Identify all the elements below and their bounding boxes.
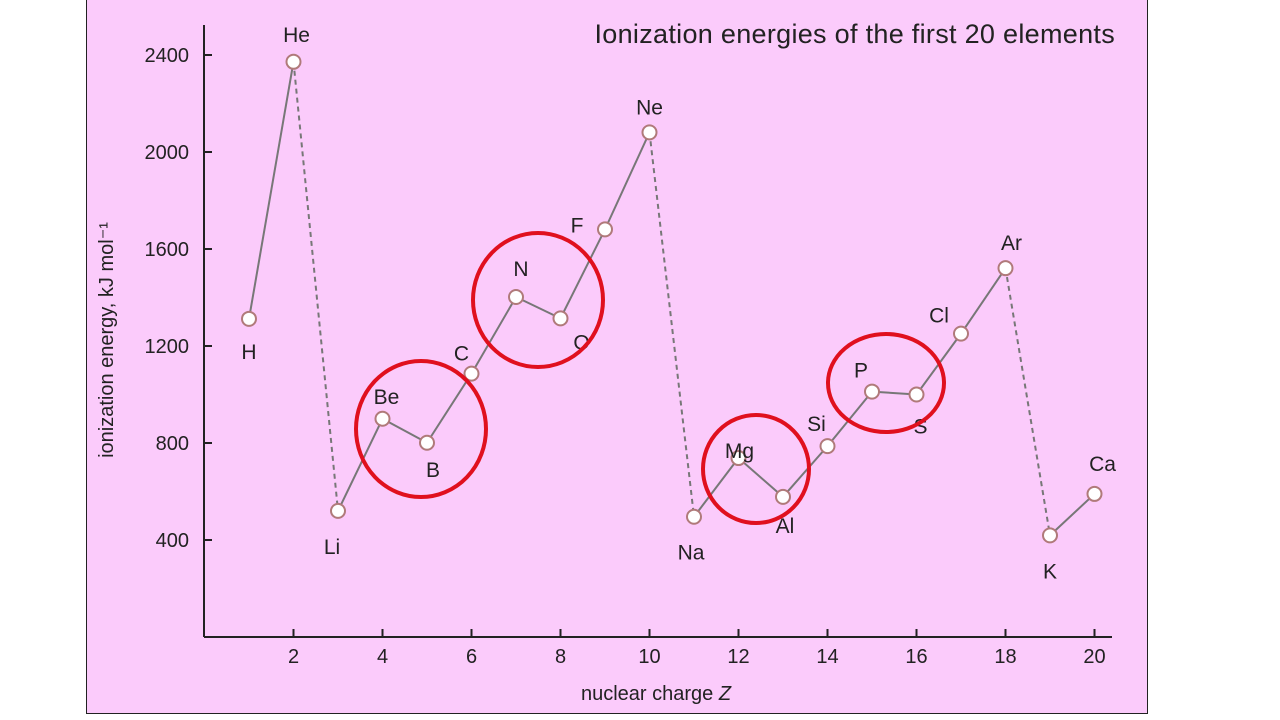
data-point: [330, 502, 346, 519]
data-point: [285, 53, 302, 70]
point-label-mg: Mg: [725, 440, 754, 463]
highlight-circle-p-s: [826, 332, 946, 434]
y-tick-label: 800: [156, 433, 189, 455]
data-point: [908, 386, 925, 403]
x-axis-variable: Z: [718, 683, 732, 705]
point-label-he: He: [283, 24, 310, 47]
y-axis-title: ionization energy, kJ mol⁻¹: [96, 222, 118, 458]
data-point: [552, 310, 569, 327]
x-axis-title-text: nuclear charge: [581, 683, 713, 705]
data-point: [819, 438, 836, 455]
point-label-c: C: [454, 343, 469, 366]
x-tick-label: 14: [816, 646, 838, 668]
x-tick-label: 10: [638, 646, 660, 668]
data-point: [641, 124, 658, 141]
line-segment: [382, 417, 428, 444]
x-tick-label: 16: [905, 646, 927, 668]
x-tick-label: 18: [994, 646, 1016, 668]
line-segment: [426, 373, 473, 444]
x-tick-label: 20: [1083, 646, 1105, 668]
line-segment: [737, 457, 784, 498]
data-point: [508, 289, 524, 306]
x-tick-label: 2: [288, 646, 299, 668]
line-segment: [960, 267, 1007, 335]
highlight-circle-n-o: [471, 231, 605, 369]
data-point: [597, 221, 613, 238]
line-segment: [604, 131, 651, 230]
annotation-circles: [354, 231, 946, 525]
data-point: [1042, 527, 1058, 544]
line-segment: [559, 228, 606, 319]
data-point: [463, 365, 480, 382]
point-label-cl: Cl: [929, 305, 949, 328]
line-segment: [248, 61, 295, 320]
y-tick-label: 2000: [145, 142, 190, 164]
data-point: [419, 434, 435, 451]
highlight-circle-mg-al: [701, 413, 811, 525]
point-label-f: F: [571, 214, 584, 237]
data-points: [241, 53, 1103, 544]
axes: 400 800 1200 1600 2000 2400 2 4 6 8 10 12 14 16 18 20: [145, 25, 1112, 668]
dashed-segment: [1004, 267, 1051, 536]
line-segment: [782, 445, 829, 498]
point-label-n: N: [513, 258, 528, 281]
x-tick-label: 12: [727, 646, 749, 668]
point-label-ne: Ne: [636, 96, 663, 119]
line-segment: [515, 296, 561, 320]
chart-frame: [86, 0, 1148, 714]
data-point: [241, 310, 257, 327]
point-label-h: H: [241, 341, 256, 364]
line-segment: [337, 418, 384, 512]
data-point: [1086, 485, 1103, 502]
point-label-al: Al: [776, 515, 795, 538]
line-segment: [470, 296, 517, 375]
point-label-b: B: [426, 459, 440, 482]
point-label-si: Si: [807, 413, 826, 436]
dashed-segment: [292, 61, 339, 511]
data-point: [864, 383, 880, 400]
point-label-o: O: [573, 331, 589, 354]
y-tick-label: 2400: [145, 45, 190, 67]
x-tick-label: 8: [555, 646, 566, 668]
data-point: [997, 260, 1014, 277]
x-tick-label: 6: [466, 646, 477, 668]
data-point: [686, 508, 702, 525]
series-lines: [248, 61, 1096, 537]
point-label-ar: Ar: [1001, 232, 1022, 255]
data-point: [775, 488, 791, 505]
x-tick-label: 4: [377, 646, 388, 668]
line-segment: [1049, 493, 1096, 537]
highlight-circle-be-b: [354, 359, 488, 499]
point-label-k: K: [1043, 560, 1057, 583]
dashed-segment: [648, 132, 695, 517]
y-tick-label: 1600: [145, 239, 190, 261]
point-label-be: Be: [374, 386, 400, 409]
data-point: [374, 410, 391, 427]
point-label-li: Li: [324, 536, 340, 559]
x-axis-title: nuclear charge Z: [581, 683, 732, 705]
point-label-p: P: [854, 360, 868, 383]
point-label-ca: Ca: [1089, 453, 1116, 476]
data-point: [730, 450, 747, 467]
y-tick-label: 400: [156, 530, 189, 552]
y-tick-label: 1200: [145, 336, 190, 358]
point-label-na: Na: [678, 542, 705, 565]
line-segment: [693, 457, 740, 518]
chart-title: Ionization energies of the first 20 elem…: [595, 19, 1116, 49]
data-point: [953, 325, 969, 342]
